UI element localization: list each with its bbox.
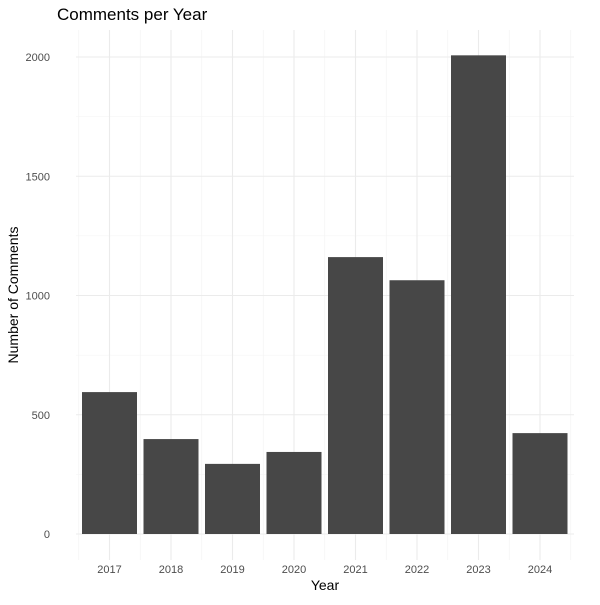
y-axis-ticks: 0 500 1000 1500 2000 (26, 52, 50, 541)
x-tick-label: 2023 (466, 564, 490, 576)
bar-2018 (143, 439, 199, 534)
x-axis-title: Year (311, 577, 340, 593)
chart-title: Comments per Year (57, 5, 208, 24)
bar-2017 (82, 392, 137, 534)
x-tick-label: 2017 (97, 564, 121, 576)
y-tick-label: 500 (32, 410, 50, 422)
y-tick-label: 1500 (26, 171, 50, 183)
x-tick-label: 2022 (405, 564, 429, 576)
x-tick-label: 2019 (220, 564, 244, 576)
y-tick-label: 0 (44, 529, 50, 541)
bar-2020 (266, 451, 322, 534)
bar-2021 (328, 257, 383, 534)
x-tick-label: 2018 (159, 564, 183, 576)
y-tick-label: 1000 (26, 291, 50, 303)
y-axis-title: Number of Comments (5, 227, 21, 364)
bar-2024 (512, 433, 568, 534)
bars (82, 55, 568, 534)
bar-2019 (205, 463, 260, 534)
y-tick-label: 2000 (26, 52, 50, 64)
x-axis-ticks: 2017 2018 2019 2020 2021 2022 2023 2024 (97, 564, 552, 576)
x-tick-label: 2024 (528, 564, 552, 576)
bar-2022 (389, 280, 445, 534)
bar-2023 (451, 55, 506, 534)
x-tick-label: 2021 (343, 564, 367, 576)
x-tick-label: 2020 (282, 564, 306, 576)
